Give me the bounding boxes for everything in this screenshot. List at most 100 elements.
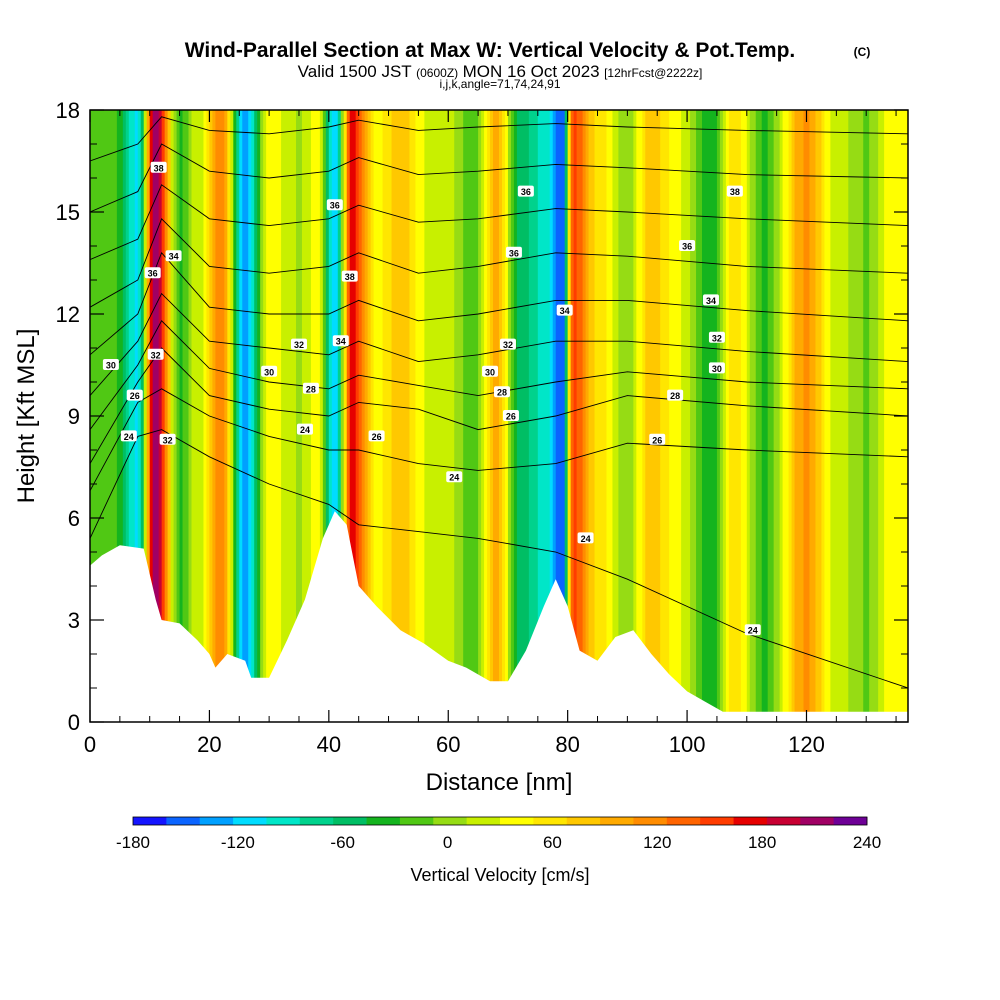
velocity-band xyxy=(567,110,572,722)
velocity-band xyxy=(454,110,458,722)
y-tick-label: 3 xyxy=(68,608,80,633)
velocity-band xyxy=(576,110,581,722)
velocity-band xyxy=(669,110,673,722)
velocity-band xyxy=(460,110,464,722)
velocity-band xyxy=(890,110,894,722)
velocity-band xyxy=(224,110,228,722)
velocity-band xyxy=(812,110,817,722)
svg-text:32: 32 xyxy=(712,333,722,343)
velocity-band xyxy=(519,110,524,722)
colorbar-tick-label: 240 xyxy=(853,833,881,852)
velocity-band xyxy=(307,110,312,722)
velocity-band xyxy=(710,110,715,722)
velocity-band xyxy=(609,110,614,722)
contour-label: 38 xyxy=(726,185,743,197)
contour-label: 32 xyxy=(499,338,516,350)
svg-text:34: 34 xyxy=(336,337,346,347)
velocity-band xyxy=(119,110,124,722)
velocity-band xyxy=(654,110,658,722)
velocity-band xyxy=(442,110,446,722)
contour-label: 26 xyxy=(126,389,143,401)
velocity-band xyxy=(257,110,261,722)
velocity-band xyxy=(800,110,805,722)
velocity-band xyxy=(493,110,497,722)
velocity-band xyxy=(555,110,560,722)
velocity-band xyxy=(337,110,342,722)
theta-contour-line xyxy=(90,429,908,689)
colorbar-swatch xyxy=(466,817,501,825)
velocity-band xyxy=(164,110,169,722)
velocity-band xyxy=(690,110,694,722)
velocity-band xyxy=(666,110,670,722)
velocity-band xyxy=(245,110,249,722)
velocity-band xyxy=(737,110,742,722)
velocity-band xyxy=(872,110,876,722)
velocity-band xyxy=(281,110,285,722)
velocity-band xyxy=(699,110,703,722)
velocity-band xyxy=(284,110,288,722)
velocity-band xyxy=(642,110,646,722)
velocity-band xyxy=(848,110,852,722)
velocity-band xyxy=(528,110,533,722)
velocity-band xyxy=(203,110,208,722)
velocity-band xyxy=(397,110,402,722)
velocity-band xyxy=(197,110,202,722)
contour-label: 28 xyxy=(667,389,684,401)
velocity-band xyxy=(887,110,891,722)
x-tick-label: 120 xyxy=(788,732,825,757)
velocity-band xyxy=(594,110,599,722)
colorbar-swatch xyxy=(433,817,468,825)
contour-label: 36 xyxy=(505,246,522,258)
theta-contour-line xyxy=(90,347,908,464)
colorbar-swatch xyxy=(133,817,167,825)
velocity-band xyxy=(851,110,855,722)
velocity-band xyxy=(839,110,843,722)
y-tick-label: 12 xyxy=(56,302,80,327)
svg-text:26: 26 xyxy=(506,412,516,422)
velocity-band xyxy=(266,110,270,722)
velocity-band xyxy=(525,110,530,722)
velocity-band xyxy=(218,110,222,722)
x-tick-label: 80 xyxy=(555,732,579,757)
velocity-band xyxy=(791,110,796,722)
velocity-band xyxy=(322,110,327,722)
velocity-band xyxy=(522,110,527,722)
velocity-band xyxy=(630,110,634,722)
velocity-band xyxy=(746,110,751,722)
velocity-band xyxy=(484,110,488,722)
velocity-band xyxy=(242,110,246,722)
velocity-band xyxy=(212,110,216,722)
velocity-band xyxy=(379,110,384,722)
contour-label: 36 xyxy=(144,267,161,279)
velocity-band xyxy=(143,110,148,722)
velocity-band xyxy=(600,110,605,722)
terrain-mask xyxy=(90,511,908,722)
chart-title: Wind-Parallel Section at Max W: Vertical… xyxy=(185,39,796,62)
velocity-band xyxy=(558,110,563,722)
velocity-band xyxy=(842,110,846,722)
velocity-band xyxy=(251,110,255,722)
velocity-band xyxy=(188,110,193,722)
forecast-info: [12hrFcst@2222z] xyxy=(604,66,702,80)
velocity-band xyxy=(364,110,369,722)
velocity-band xyxy=(543,110,548,722)
velocity-band xyxy=(254,110,258,722)
velocity-band xyxy=(615,110,620,722)
x-tick-label: 40 xyxy=(317,732,341,757)
contour-label: 30 xyxy=(261,365,278,377)
velocity-band xyxy=(328,110,333,722)
velocity-band xyxy=(696,110,700,722)
velocity-band xyxy=(573,110,578,722)
contour-label: 32 xyxy=(159,433,176,445)
velocity-band xyxy=(564,110,569,722)
svg-text:28: 28 xyxy=(670,391,680,401)
velocity-band xyxy=(597,110,602,722)
velocity-band xyxy=(152,110,157,722)
velocity-band xyxy=(734,110,739,722)
velocity-band xyxy=(349,110,354,722)
velocity-band xyxy=(334,110,339,722)
colorbar-swatch xyxy=(233,817,267,825)
velocity-band xyxy=(412,110,417,722)
theta-contour-line xyxy=(90,251,908,356)
y-tick-label: 15 xyxy=(56,200,80,225)
